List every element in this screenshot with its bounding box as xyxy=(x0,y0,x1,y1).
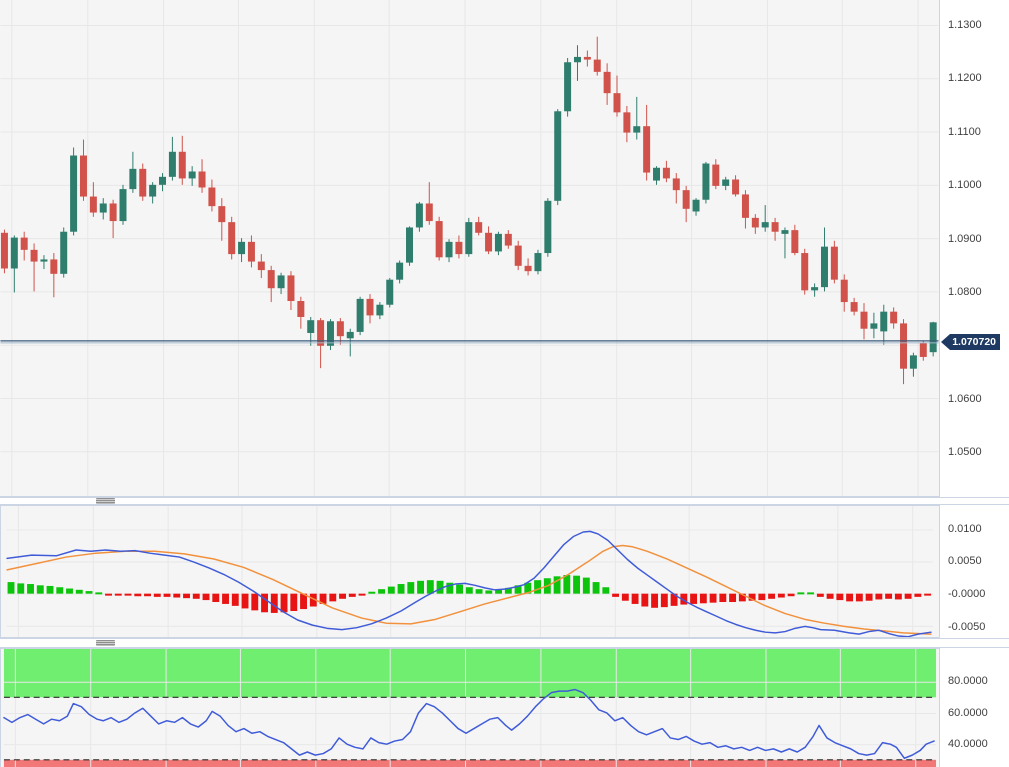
candles xyxy=(0,36,937,385)
macd-histogram xyxy=(7,575,932,613)
price-chart-pane[interactable] xyxy=(0,0,940,497)
rsi-chart[interactable] xyxy=(1,649,939,767)
axis-tick-label: 1.1100 xyxy=(948,125,981,138)
axis-tick-label: 1.0900 xyxy=(948,232,982,245)
macd-axis[interactable]: 0.0100 0.0050 -0.0000 -0.0050 xyxy=(940,505,1009,638)
oversold-band xyxy=(3,759,937,767)
gridlines xyxy=(7,506,933,637)
pane-divider xyxy=(0,638,1009,648)
axis-tick-label: 1.1300 xyxy=(948,19,982,31)
axis-tick-label: -0.0050 xyxy=(948,620,986,633)
axis-tick-label: -0.0000 xyxy=(948,588,986,600)
pane-resize-handle[interactable] xyxy=(96,640,115,646)
axis-tick-label: 1.0600 xyxy=(948,392,982,405)
last-price-badge: 1.070720 xyxy=(941,334,1000,350)
axis-tick-label: 0.0100 xyxy=(948,522,982,535)
overbought-band xyxy=(3,649,937,698)
axis-tick-label: 1.1000 xyxy=(948,179,982,192)
rsi-axis[interactable]: 80.0000 60.0000 40.0000 xyxy=(940,648,1009,767)
axis-tick-label: 1.0500 xyxy=(948,446,982,459)
axis-tick-label: 1.1200 xyxy=(948,72,982,85)
macd-chart[interactable] xyxy=(1,506,939,637)
axis-tick-label: 0.0050 xyxy=(948,555,982,568)
axis-tick-label: 40.0000 xyxy=(948,738,988,750)
price-axis[interactable]: 1.1300 1.1200 1.1100 1.1000 1.0900 1.0800 1.07… xyxy=(940,0,1009,497)
rsi-indicator-pane[interactable] xyxy=(0,648,940,767)
gridlines xyxy=(3,649,937,767)
pane-divider xyxy=(0,497,1009,505)
axis-tick-label: 1.0800 xyxy=(948,286,982,298)
axis-tick-label: 80.0000 xyxy=(948,675,988,687)
pane-resize-handle[interactable] xyxy=(96,498,115,504)
axis-tick-label: 60.0000 xyxy=(948,706,988,719)
candlestick-chart[interactable] xyxy=(0,0,939,496)
macd-indicator-pane[interactable] xyxy=(0,505,940,638)
